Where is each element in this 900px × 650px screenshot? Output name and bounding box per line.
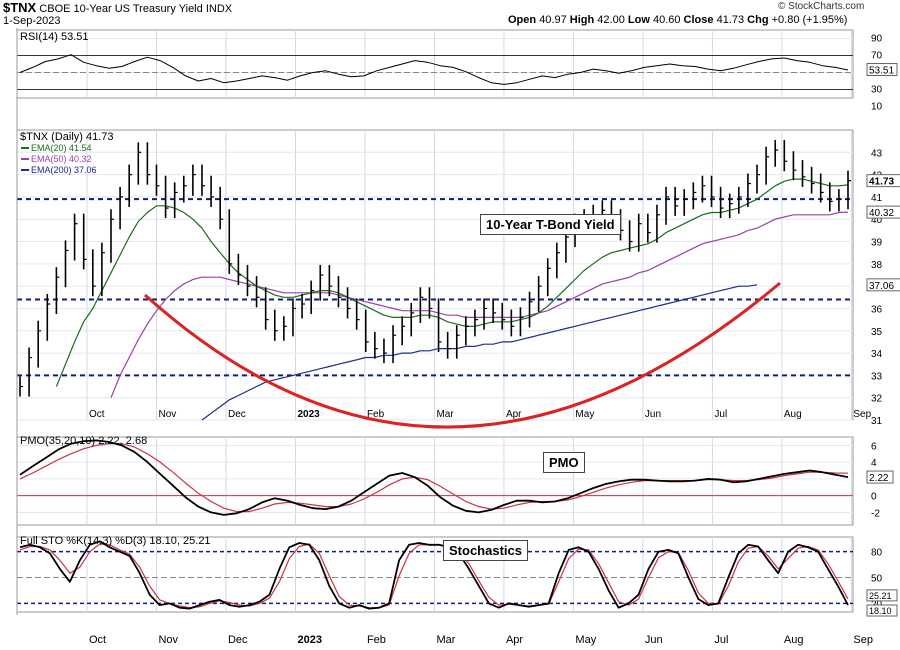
price-tick-label: 33: [871, 371, 883, 382]
stoch-last-value: 25.21: [869, 591, 892, 601]
price-xtick-label: Nov: [158, 409, 176, 420]
xtick-label: Feb: [367, 634, 386, 646]
pmo-tick-label: 0: [871, 492, 877, 503]
stoch-last-box: [866, 604, 898, 617]
pmo-line: [19, 439, 849, 516]
rsi-last-box: [866, 63, 898, 77]
stoch-tick-label: 80: [871, 548, 883, 559]
price-xtick-label: Feb: [367, 409, 385, 420]
price-xtick-label: Mar: [436, 409, 454, 420]
pmo-tick-label: -2: [871, 508, 880, 519]
price-label-box: [866, 205, 900, 219]
price-xtick-label: Jul: [714, 409, 727, 420]
pmo-tick-label: 4: [871, 458, 877, 469]
xtick-label: Jun: [645, 634, 663, 646]
stoch-panel-frame: [16, 536, 854, 613]
rsi-line: [19, 54, 849, 85]
pmo-last-box: [866, 470, 894, 484]
rounded-bottom-arc: [143, 281, 781, 429]
pmo-tick-label: 6: [871, 441, 877, 452]
rsi-legend: RSI(14) 53.51: [20, 31, 88, 43]
stoch-tick-label: 50: [871, 574, 883, 585]
price-legend-item: EMA(200) 37.06: [31, 165, 97, 175]
chart-date: 1-Sep-2023: [3, 15, 61, 27]
stoch-last-value: 18.10: [869, 606, 892, 616]
main-callout: 10-Year T-Bond Yield: [480, 214, 621, 235]
price-legend-item: EMA(20) 41.54: [31, 143, 92, 153]
ema200-line: [201, 284, 758, 421]
xtick-label: May: [575, 634, 596, 646]
xtick-label: Dec: [228, 634, 248, 646]
xtick-label: 2023: [297, 634, 321, 646]
price-legend-item: $TNX (Daily) 41.73: [20, 131, 114, 143]
xtick-label: Mar: [436, 634, 455, 646]
xtick-label: Jul: [714, 634, 728, 646]
xtick-label: Apr: [506, 634, 523, 646]
price-panel-frame: [16, 129, 854, 421]
stoch-k-line: [19, 540, 849, 610]
xtick-label: Nov: [158, 634, 178, 646]
price-tick-label: 43: [871, 148, 883, 159]
xtick-label: Oct: [89, 634, 106, 646]
stoch-callout: Stochastics: [443, 540, 528, 561]
price-tick-label: 41: [871, 193, 883, 204]
stoch-last-box: [866, 589, 898, 602]
pmo-last-value: 2.22: [869, 473, 889, 484]
ema20-line: [55, 178, 849, 387]
ema50-line: [110, 211, 849, 398]
price-tick-label: 40: [871, 215, 883, 226]
xtick-label: Aug: [784, 634, 804, 646]
price-xtick-label: Jun: [645, 409, 661, 420]
price-legend-item: EMA(50) 40.32: [31, 154, 92, 164]
price-tick-label: 34: [871, 349, 883, 360]
price-tick-label: 35: [871, 327, 883, 338]
price-tick-label: 32: [871, 394, 883, 405]
stoch-legend: Full STO %K(14,3) %D(3) 18.10, 25.21: [20, 535, 211, 547]
price-tick-label: 31: [871, 416, 883, 427]
price-xtick-label: Oct: [89, 409, 105, 420]
ticker-symbol: $TNX: [3, 0, 37, 15]
price-tick-label: 38: [871, 260, 883, 271]
price-axis-label: 40.32: [869, 208, 894, 219]
price-axis-label: 37.06: [869, 281, 894, 292]
security-name: CBOE 10-Year US Treasury Yield: [39, 3, 203, 15]
rsi-tick-label: 10: [871, 102, 883, 113]
ohlc-readout: Open 40.97 High 42.00 Low 40.60 Close 41…: [508, 14, 848, 26]
pmo-legend: PMO(35,20,10) 2.22, 2.68: [20, 435, 147, 447]
exchange-label: INDX: [205, 3, 233, 15]
price-axis-label: 41.73: [869, 177, 894, 188]
price-xtick-label: Dec: [228, 409, 246, 420]
price-xtick-label: Apr: [506, 409, 522, 420]
chart-header-title: $TNX CBOE 10-Year US Treasury Yield INDX: [3, 0, 232, 15]
price-tick-label: 36: [871, 304, 883, 315]
xtick-label: Sep: [853, 634, 873, 646]
price-xtick-label: 2023: [297, 409, 320, 420]
rsi-tick-label: 70: [871, 51, 883, 62]
price-label-box: [866, 174, 900, 188]
stockcharts-credit: © StockCharts.com: [778, 1, 865, 12]
price-tick-label: 39: [871, 238, 883, 249]
rsi-last-value: 53.51: [869, 66, 894, 77]
rsi-tick-label: 30: [871, 85, 883, 96]
price-xtick-label: May: [575, 409, 594, 420]
rsi-tick-label: 90: [871, 34, 883, 45]
price-label-box: [866, 278, 900, 292]
price-xtick-label: Sep: [853, 409, 871, 420]
price-xtick-label: Aug: [784, 409, 802, 420]
pmo-callout: PMO: [543, 452, 585, 473]
